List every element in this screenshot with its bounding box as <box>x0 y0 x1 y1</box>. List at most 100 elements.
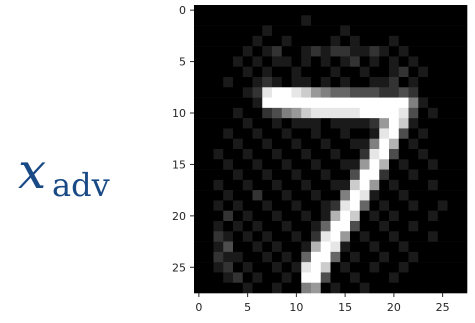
pixel <box>360 159 370 170</box>
pixel <box>194 190 204 201</box>
pixel <box>194 5 204 16</box>
pixel <box>214 200 224 211</box>
pixel <box>262 190 272 201</box>
pixel <box>272 139 282 150</box>
pixel <box>282 26 292 37</box>
pixel <box>204 87 214 98</box>
pixel <box>204 77 214 88</box>
pixel <box>282 139 292 150</box>
pixel <box>389 118 399 129</box>
pixel <box>214 283 224 294</box>
pixel <box>321 272 331 283</box>
pixel <box>409 98 419 109</box>
pixel <box>282 118 292 129</box>
pixel <box>418 262 428 273</box>
pixel <box>311 118 321 129</box>
pixel <box>399 252 409 263</box>
pixel <box>418 46 428 57</box>
pixel <box>389 272 399 283</box>
pixel <box>370 56 380 67</box>
pixel <box>331 26 341 37</box>
pixel <box>223 15 233 26</box>
pixel <box>301 139 311 150</box>
pixel <box>262 211 272 222</box>
pixel <box>204 36 214 47</box>
pixel <box>399 283 409 294</box>
pixel <box>262 118 272 129</box>
pixel <box>331 108 341 119</box>
pixel <box>370 180 380 191</box>
pixel <box>370 149 380 160</box>
pixel <box>272 221 282 232</box>
pixel <box>301 190 311 201</box>
pixel <box>399 5 409 16</box>
pixel <box>428 190 438 201</box>
pixel <box>282 15 292 26</box>
pixel <box>457 98 467 109</box>
pixel <box>233 231 243 242</box>
pixel <box>418 200 428 211</box>
pixel <box>428 200 438 211</box>
pixel <box>321 56 331 67</box>
pixel <box>301 67 311 78</box>
pixel <box>301 170 311 181</box>
pixel <box>301 200 311 211</box>
pixel <box>331 118 341 129</box>
pixel <box>340 46 350 57</box>
pixel <box>389 108 399 119</box>
pixel <box>409 262 419 273</box>
pixel <box>262 128 272 139</box>
pixel <box>409 159 419 170</box>
pixel <box>350 149 360 160</box>
pixel <box>321 211 331 222</box>
pixel <box>243 98 253 109</box>
pixel <box>253 36 263 47</box>
pixel <box>370 242 380 253</box>
pixel <box>428 170 438 181</box>
pixel <box>311 272 321 283</box>
pixel <box>301 252 311 263</box>
pixel <box>214 15 224 26</box>
pixel <box>204 170 214 181</box>
pixel <box>194 170 204 181</box>
pixel <box>438 36 448 47</box>
pixel <box>331 67 341 78</box>
pixel <box>438 262 448 273</box>
pixel <box>194 262 204 273</box>
pixel <box>428 5 438 16</box>
pixel <box>340 200 350 211</box>
pixel <box>428 128 438 139</box>
pixel <box>350 36 360 47</box>
pixel <box>370 252 380 263</box>
pixel <box>340 26 350 37</box>
pixel <box>457 139 467 150</box>
pixel <box>272 190 282 201</box>
pixel <box>418 77 428 88</box>
pixel <box>214 159 224 170</box>
pixel <box>448 56 458 67</box>
y-tick-label: 5 <box>179 56 186 69</box>
pixel <box>448 149 458 160</box>
pixel <box>438 231 448 242</box>
pixel <box>418 221 428 232</box>
pixel <box>409 36 419 47</box>
pixel <box>340 56 350 67</box>
pixel <box>457 211 467 222</box>
pixel <box>457 128 467 139</box>
pixel <box>370 211 380 222</box>
pixel <box>243 200 253 211</box>
pixel <box>340 5 350 16</box>
pixel <box>292 180 302 191</box>
pixel <box>438 15 448 26</box>
pixel <box>379 46 389 57</box>
x-tick-label: 0 <box>195 301 202 314</box>
pixel <box>350 159 360 170</box>
pixel <box>194 128 204 139</box>
pixel <box>409 190 419 201</box>
pixel <box>418 108 428 119</box>
pixel <box>272 149 282 160</box>
pixel <box>311 77 321 88</box>
pixel <box>370 128 380 139</box>
pixel <box>272 36 282 47</box>
pixel <box>399 36 409 47</box>
